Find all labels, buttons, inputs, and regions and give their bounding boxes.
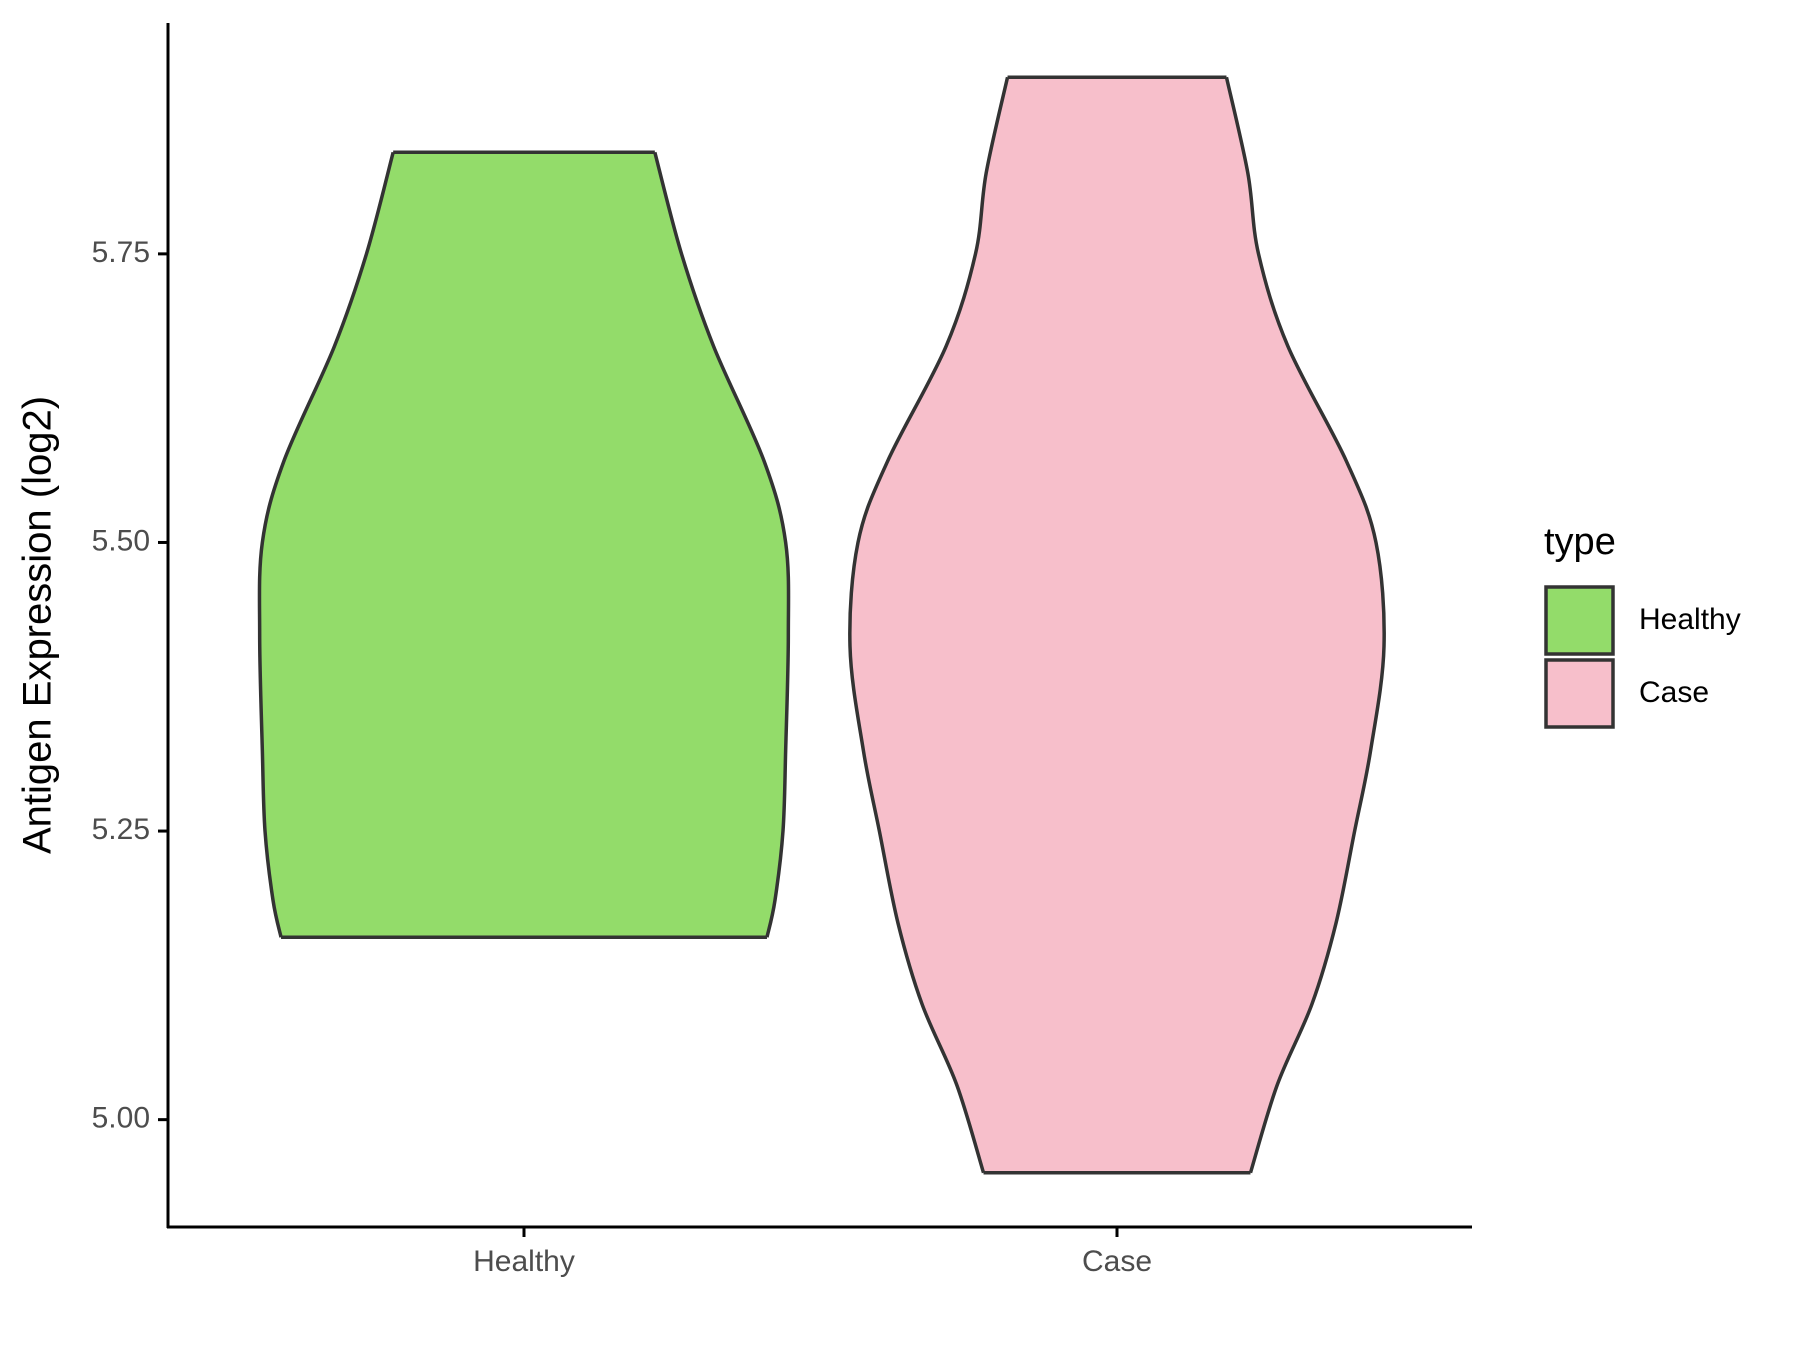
- y-tick-label: 5.50: [92, 524, 150, 557]
- violin-outline-left: [257, 151, 395, 938]
- y-tick-label: 5.75: [92, 236, 150, 269]
- legend-title: type: [1544, 521, 1616, 563]
- y-tick-label: 5.25: [92, 813, 150, 846]
- y-axis-title: Antigen Expression (log2): [16, 396, 60, 854]
- y-tick-label: 5.00: [92, 1102, 150, 1135]
- x-tick-label: Healthy: [473, 1245, 575, 1278]
- violin-body: [849, 77, 1385, 1173]
- violin-body: [259, 152, 789, 938]
- legend-key: [1544, 658, 1615, 729]
- x-tick-label: Case: [1082, 1245, 1152, 1278]
- legend-label: Case: [1639, 676, 1709, 709]
- legend-label: Healthy: [1639, 603, 1741, 636]
- violin-outline-right: [653, 151, 791, 938]
- legend-key: [1544, 585, 1615, 656]
- violin-outline-left: [848, 76, 1010, 1174]
- violin-outline-right: [1224, 76, 1386, 1174]
